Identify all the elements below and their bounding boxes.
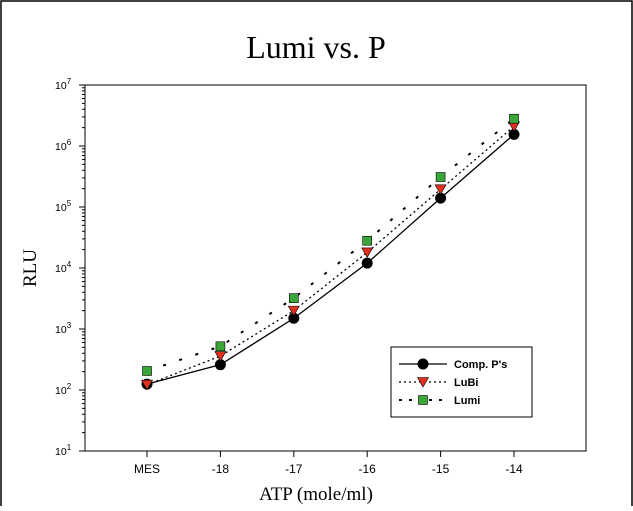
y-tick-label: 104 bbox=[55, 260, 72, 275]
x-axis-label: ATP (mole/ml) bbox=[259, 484, 373, 505]
y-tick-label: 106 bbox=[55, 138, 72, 153]
y-axis-label: RLU bbox=[20, 249, 41, 287]
data-point-lumi bbox=[510, 114, 519, 123]
series-line-lumi bbox=[147, 119, 514, 371]
x-tick-label: MES bbox=[134, 462, 160, 476]
data-point-lumi bbox=[436, 173, 445, 182]
y-tick-label: 103 bbox=[55, 321, 72, 336]
series-line-lubi bbox=[147, 126, 514, 384]
data-point-lubi bbox=[215, 352, 226, 362]
legend-label-lubi: LuBi bbox=[454, 377, 478, 389]
x-tick-label: -16 bbox=[359, 462, 377, 476]
x-tick-label: -14 bbox=[505, 462, 523, 476]
legend-marker-lumi bbox=[419, 396, 428, 405]
y-tick-label: 107 bbox=[55, 77, 72, 92]
data-point-lubi bbox=[288, 306, 299, 316]
legend: Comp. P's LuBi Lumi bbox=[391, 347, 532, 417]
x-tick-label: -17 bbox=[285, 462, 303, 476]
data-point-lumi bbox=[363, 236, 372, 245]
legend-label-lumi: Lumi bbox=[454, 395, 480, 407]
x-tick-label: -18 bbox=[212, 462, 230, 476]
data-point-lubi bbox=[362, 248, 373, 258]
x-axis-ticks: MES -18 -17 -16 -15 -14 bbox=[134, 451, 523, 476]
data-point-comp-p-s bbox=[362, 258, 372, 268]
data-point-lumi bbox=[216, 342, 225, 351]
data-point-lumi bbox=[143, 366, 152, 375]
legend-marker-comp-p-s bbox=[418, 359, 428, 369]
y-axis-ticks: 101 102 103 104 105 106 107 bbox=[55, 77, 85, 458]
x-tick-label: -15 bbox=[432, 462, 450, 476]
legend-label-comp-p-s: Comp. P's bbox=[454, 359, 507, 371]
chart-title: Lumi vs. P bbox=[246, 29, 386, 65]
y-tick-label: 102 bbox=[55, 382, 72, 397]
data-point-lumi bbox=[289, 294, 298, 303]
y-tick-label: 101 bbox=[55, 443, 72, 458]
y-tick-label: 105 bbox=[55, 199, 72, 214]
